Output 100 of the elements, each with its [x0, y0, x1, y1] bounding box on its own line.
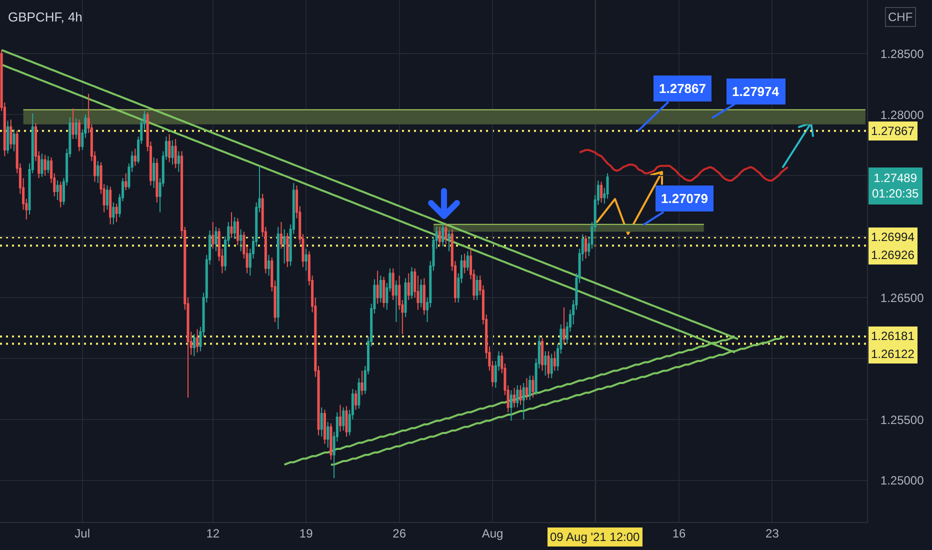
- candlestick: [522, 382, 525, 420]
- candlestick: [606, 172, 609, 200]
- candlestick: [476, 275, 478, 301]
- y-tick-label: 1.28500: [880, 46, 924, 61]
- candlestick: [394, 280, 398, 322]
- candlestick: [134, 148, 136, 166]
- candlestick: [516, 384, 519, 408]
- candlestick: [420, 278, 422, 308]
- candlestick: [196, 328, 199, 353]
- candlestick: [323, 409, 326, 444]
- text: 1.27489 01:20:35: [872, 171, 920, 201]
- y-tick-label: 1.25000: [880, 474, 924, 488]
- candlestick: [510, 390, 512, 422]
- candlestick: [379, 275, 382, 303]
- candlestick: [268, 254, 270, 276]
- candlestick: [354, 390, 358, 410]
- candlestick: [276, 226, 280, 330]
- x-tick-label: 19: [299, 526, 314, 540]
- ref-line-label: 1.26122: [871, 347, 915, 361]
- candlestick: [59, 181, 62, 208]
- x-tick-label: 12: [206, 526, 220, 540]
- candlestick: [422, 278, 426, 316]
- x-tick-label: 09 Aug '21 12:00: [550, 530, 640, 544]
- candlestick: [56, 180, 59, 201]
- annotation: 1.27974: [732, 84, 780, 99]
- ref-line-label: 1.26994: [871, 230, 915, 244]
- x-tick-label: Jul: [74, 526, 90, 540]
- candlestick: [326, 421, 330, 448]
- candlestick: [519, 384, 522, 406]
- candlestick: [339, 404, 342, 432]
- y-tick-label: 1.26500: [880, 290, 924, 305]
- candlestick: [72, 108, 74, 140]
- y-tick-label: 1.25500: [880, 412, 924, 427]
- candlestick: [532, 375, 534, 398]
- candlestick: [442, 222, 444, 247]
- candlestick: [212, 221, 214, 250]
- candlestick: [106, 184, 108, 210]
- candlestick: [40, 153, 44, 178]
- candlestick: [584, 234, 588, 260]
- candlestick: [286, 232, 289, 268]
- x-tick-label: Aug: [482, 526, 504, 540]
- candlestick: [410, 266, 414, 300]
- ref-line-label: 1.27867: [871, 124, 915, 138]
- candlestick: [233, 216, 236, 240]
- ref-line-label: 1.26181: [871, 329, 915, 343]
- candlestick: [10, 119, 12, 150]
- candlestick: [152, 156, 156, 188]
- candlestick: [240, 228, 242, 252]
- candlestick: [513, 387, 516, 408]
- candlestick: [528, 375, 532, 401]
- candlestick: [177, 150, 180, 172]
- candlestick: [360, 370, 364, 396]
- line-series: [578, 149, 789, 182]
- candlestick: [109, 186, 112, 225]
- candlestick: [448, 230, 450, 252]
- candlestick: [553, 350, 556, 372]
- candlestick: [407, 272, 410, 301]
- candlestick: [382, 276, 386, 308]
- candlestick: [562, 306, 566, 344]
- candlestick: [230, 212, 233, 238]
- candlestick: [96, 160, 100, 184]
- candlestick: [376, 270, 379, 304]
- candlestick: [544, 350, 547, 376]
- candlestick: [304, 248, 308, 272]
- candlestick: [525, 378, 528, 401]
- candlestick: [358, 378, 360, 410]
- candlestick: [124, 172, 128, 191]
- candlestick: [330, 422, 332, 460]
- candlestick: [46, 156, 50, 174]
- x-tick-label: 23: [766, 526, 780, 540]
- candlestick: [156, 158, 158, 203]
- candlestick: [192, 334, 196, 357]
- candlestick: [466, 250, 469, 272]
- x-tick-label: 16: [672, 526, 686, 540]
- candlestick: [444, 224, 448, 244]
- candlestick: [112, 202, 115, 225]
- candlestick: [283, 228, 286, 264]
- candlestick: [547, 350, 550, 379]
- candlestick: [320, 406, 323, 438]
- annotation: 1.27867: [659, 81, 706, 96]
- candlestick: [171, 140, 174, 166]
- y-tick-label: 1.28000: [880, 108, 924, 122]
- text: GBPCHF, 4h: [8, 10, 82, 25]
- candlestick: [345, 406, 348, 438]
- ref-line-label: 1.26926: [871, 248, 915, 262]
- candlestick: [438, 226, 441, 247]
- candlestick: [78, 119, 80, 152]
- candlestick: [404, 278, 407, 318]
- candlestick: [280, 221, 282, 250]
- x-tick-label: 26: [392, 526, 406, 540]
- candlestick: [392, 268, 394, 301]
- candlestick: [115, 203, 118, 222]
- candlestick: [463, 253, 466, 274]
- candlestick: [168, 134, 171, 163]
- candlestick: [342, 406, 345, 432]
- candlestick: [6, 120, 10, 154]
- candlestick: [44, 154, 46, 176]
- candlestick: [12, 128, 16, 152]
- candlestick: [541, 337, 544, 372]
- candlestick: [174, 138, 177, 169]
